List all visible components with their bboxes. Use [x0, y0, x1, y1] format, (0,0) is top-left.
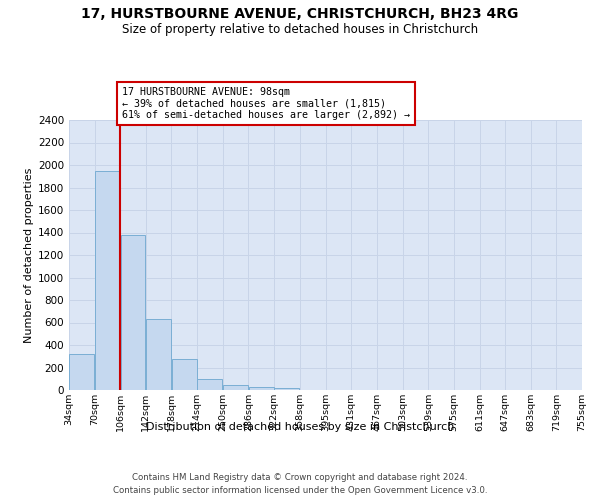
- Text: 17, HURSTBOURNE AVENUE, CHRISTCHURCH, BH23 4RG: 17, HURSTBOURNE AVENUE, CHRISTCHURCH, BH…: [82, 8, 518, 22]
- Text: 17 HURSTBOURNE AVENUE: 98sqm
← 39% of detached houses are smaller (1,815)
61% of: 17 HURSTBOURNE AVENUE: 98sqm ← 39% of de…: [122, 87, 410, 120]
- Text: Size of property relative to detached houses in Christchurch: Size of property relative to detached ho…: [122, 22, 478, 36]
- Bar: [95, 170, 120, 390]
- Text: Contains HM Land Registry data © Crown copyright and database right 2024.: Contains HM Land Registry data © Crown c…: [132, 472, 468, 482]
- Text: Contains public sector information licensed under the Open Government Licence v3: Contains public sector information licen…: [113, 486, 487, 495]
- Bar: [274, 388, 299, 390]
- Bar: [223, 385, 248, 390]
- Y-axis label: Number of detached properties: Number of detached properties: [24, 168, 34, 342]
- Bar: [146, 319, 171, 390]
- Bar: [121, 235, 145, 390]
- Bar: [248, 387, 274, 390]
- Bar: [70, 354, 94, 390]
- Bar: [197, 380, 223, 390]
- Text: Distribution of detached houses by size in Christchurch: Distribution of detached houses by size …: [146, 422, 454, 432]
- Bar: [172, 358, 197, 390]
